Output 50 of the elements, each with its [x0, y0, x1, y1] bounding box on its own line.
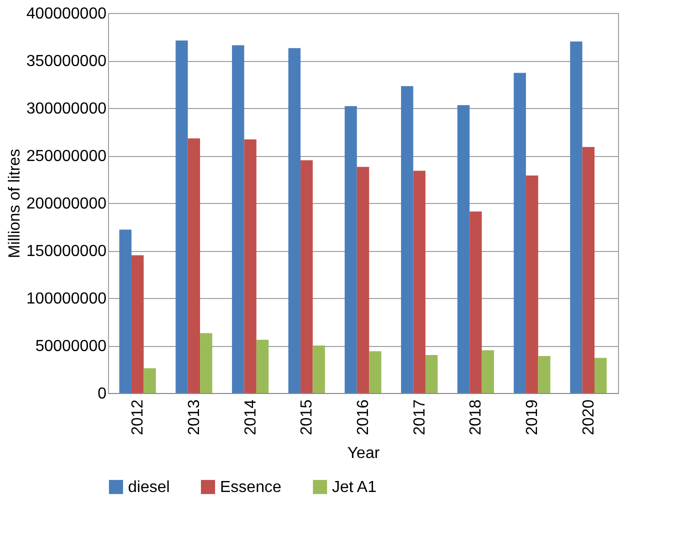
- x-tick-label: 2012: [130, 399, 147, 436]
- bar: [582, 146, 595, 393]
- bar: [594, 358, 607, 393]
- bar: [514, 72, 526, 393]
- bar: [188, 138, 200, 393]
- bar: [244, 139, 256, 393]
- bar: [312, 346, 325, 393]
- bar: [344, 106, 357, 393]
- legend-label: Essence: [220, 479, 282, 496]
- y-tick-label: 250000000: [26, 148, 107, 165]
- bar: [526, 175, 538, 393]
- bar: [356, 166, 370, 393]
- bar: [570, 42, 582, 393]
- bar: [176, 40, 188, 393]
- bar: [457, 105, 470, 393]
- bar: [538, 356, 550, 393]
- bar: [413, 170, 426, 393]
- x-tick-label: 2020: [580, 399, 598, 436]
- bar: [119, 230, 132, 393]
- bar: [425, 355, 438, 393]
- bar: [232, 45, 244, 393]
- x-tick-label: 2014: [242, 399, 260, 436]
- bar: [200, 333, 212, 393]
- x-axis-title: Year: [347, 445, 380, 462]
- bar: [482, 350, 494, 393]
- y-tick-label: 400000000: [26, 6, 107, 22]
- y-tick-label: 50000000: [35, 338, 107, 355]
- y-tick-label: 100000000: [26, 290, 107, 308]
- bar: [401, 86, 414, 393]
- bar: [470, 212, 482, 393]
- legend-label: Jet A1: [332, 479, 377, 496]
- x-tick-label: 2018: [468, 399, 485, 436]
- bar: [256, 340, 269, 393]
- x-tick-label: 2013: [186, 399, 203, 436]
- y-tick-label: 300000000: [26, 100, 107, 118]
- y-tick-label: 0: [98, 386, 107, 402]
- y-tick-label: 200000000: [26, 196, 107, 212]
- y-tick-label: 150000000: [26, 243, 107, 260]
- x-tick-label: 2015: [298, 399, 316, 436]
- y-axis-title: Millions of litres: [6, 148, 24, 258]
- legend-label: diesel: [128, 479, 170, 496]
- bar: [300, 160, 313, 393]
- x-tick-label: 2016: [355, 399, 372, 436]
- x-tick-label: 2019: [524, 399, 542, 436]
- bar: [369, 351, 382, 393]
- x-tick-label: 2017: [411, 399, 428, 436]
- y-tick-label: 350000000: [26, 53, 107, 70]
- bar: [288, 48, 301, 393]
- bar: [131, 255, 144, 393]
- bar: [144, 368, 156, 393]
